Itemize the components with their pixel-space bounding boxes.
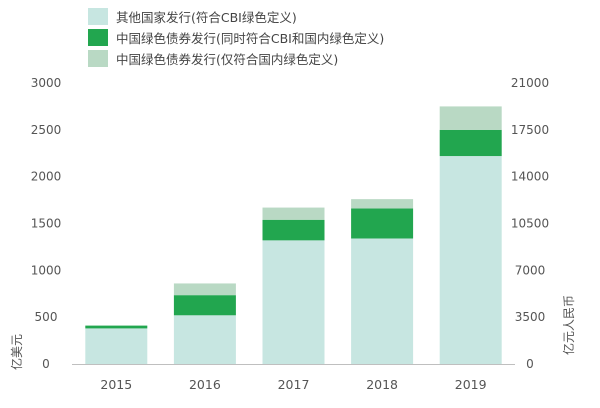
y-tick-label: 1000 [31, 263, 62, 277]
bar-2019-series-3 [439, 106, 502, 130]
y-tick-label: 2500 [31, 123, 62, 137]
y2-tick-label: 21000 [511, 76, 549, 90]
x-tick-label: 2017 [278, 377, 310, 392]
y2-axis-label: 亿元人民币 [561, 295, 576, 355]
bar-2019-series-1 [439, 156, 502, 364]
y-tick-label: 2000 [31, 170, 62, 184]
bar-2017-series-2 [262, 219, 325, 241]
legend-swatch-other-countries [88, 8, 108, 25]
bar-2015-series-1 [85, 328, 148, 364]
y-tick-label: 3000 [31, 76, 62, 90]
x-tick-label: 2016 [189, 377, 221, 392]
legend-swatch-china-domestic-only [88, 50, 108, 67]
y2-tick-label: 7000 [515, 263, 546, 277]
legend-item-china-cbi-domestic: 中国绿色债券发行(同时符合CBI和国内绿色定义) [88, 27, 384, 48]
legend-label-other-countries: 其他国家发行(符合CBI绿色定义) [116, 10, 297, 25]
bar-2015-series-2 [85, 325, 148, 329]
y2-tick-label: 0 [526, 357, 534, 371]
legend-item-other-countries: 其他国家发行(符合CBI绿色定义) [88, 6, 384, 27]
legend-swatch-china-cbi-domestic [88, 29, 108, 46]
y-axis-label: 亿美元 [9, 334, 24, 370]
legend-label-china-cbi-domestic: 中国绿色债券发行(同时符合CBI和国内绿色定义) [116, 31, 385, 46]
bar-2018-series-3 [351, 199, 414, 209]
legend-label-china-domestic-only: 中国绿色债券发行(仅符合国内绿色定义) [116, 52, 339, 67]
bar-2016-series-1 [173, 315, 236, 364]
y2-tick-label: 3500 [515, 310, 546, 324]
x-tick-label: 2015 [100, 377, 132, 392]
bar-2019-series-2 [439, 129, 502, 157]
bar-2017-series-1 [262, 240, 325, 364]
bar-2017-series-3 [262, 207, 325, 220]
legend: 其他国家发行(符合CBI绿色定义) 中国绿色债券发行(同时符合CBI和国内绿色定… [88, 6, 384, 69]
bar-2016-series-3 [173, 283, 236, 296]
y2-tick-label: 10500 [511, 217, 549, 231]
x-tick-label: 2018 [366, 377, 398, 392]
y2-tick-label: 17500 [511, 123, 549, 137]
bar-2016-series-2 [173, 295, 236, 316]
y-tick-label: 0 [42, 357, 50, 371]
y-tick-label: 500 [35, 310, 58, 324]
x-tick-label: 2019 [455, 377, 487, 392]
legend-item-china-domestic-only: 中国绿色债券发行(仅符合国内绿色定义) [88, 48, 384, 69]
bar-2018-series-2 [351, 208, 414, 239]
y-tick-label: 1500 [31, 217, 62, 231]
y2-tick-label: 14000 [511, 170, 549, 184]
bar-2018-series-1 [351, 238, 414, 364]
